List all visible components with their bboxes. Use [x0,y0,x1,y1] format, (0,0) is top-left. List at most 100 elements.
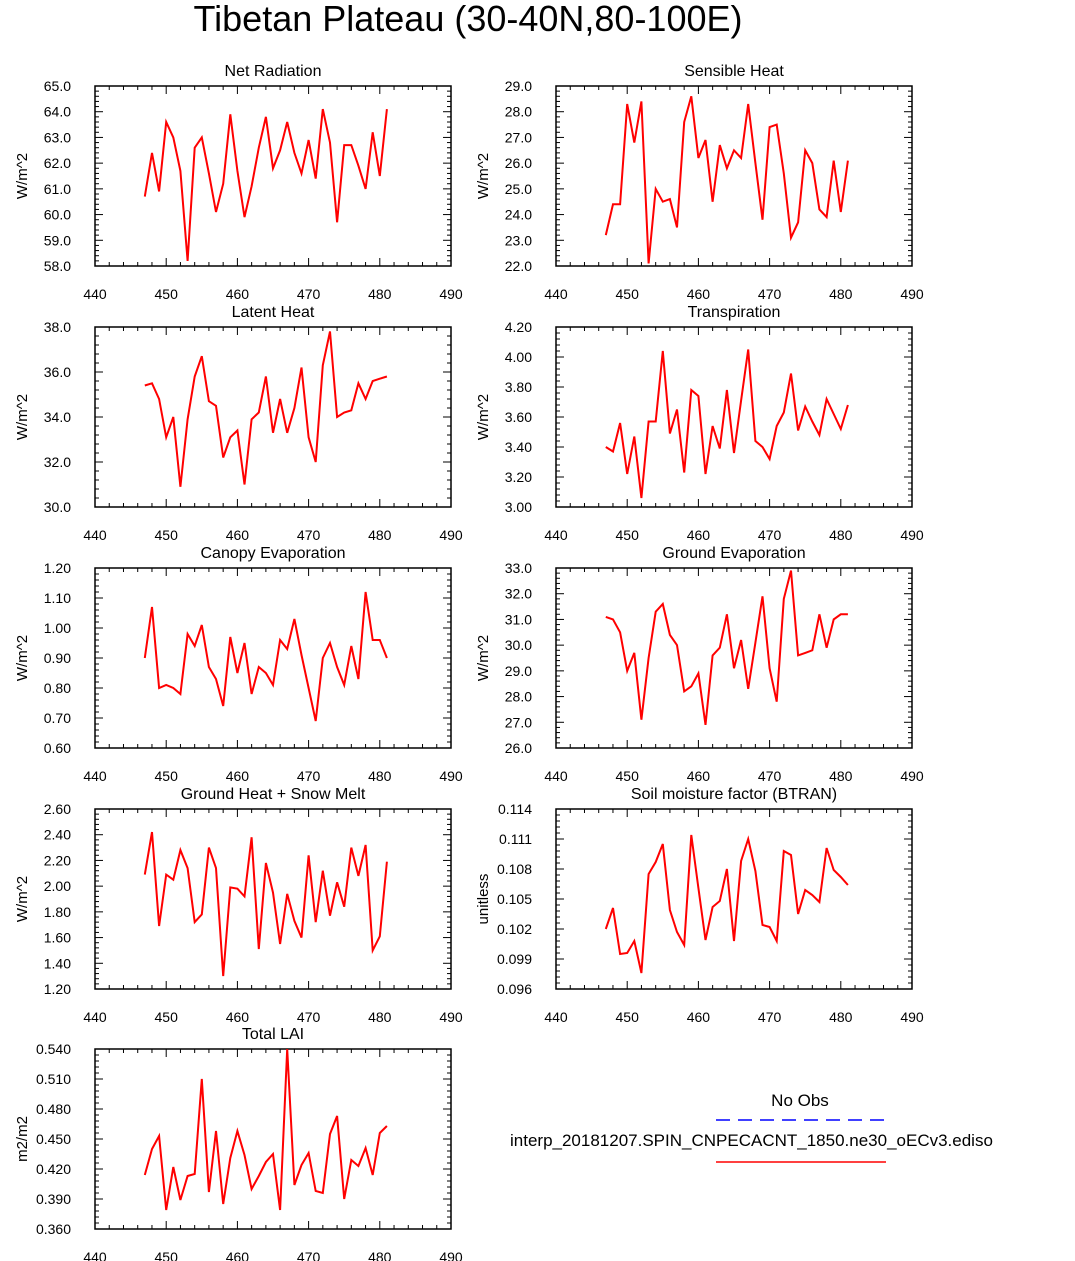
x-tick-label: 470 [297,768,321,784]
panel-1: Sensible Heat W/m^2 440 450 460 470 480 490 22.0… [475,63,924,302]
y-tick-label: 3.40 [505,439,532,455]
y-tick-label: 60.0 [44,207,71,223]
series-line [604,834,849,974]
x-tick-label: 480 [368,768,392,784]
y-tick-label: 59.0 [44,232,71,248]
panel-5: Ground Evaporation W/m^2 440 450 460 470 480 49… [475,545,924,784]
y-tick-label: 25.0 [505,181,532,197]
x-tick-label: 460 [226,286,250,302]
y-tick-label: 1.80 [44,904,71,920]
x-tick-label: 480 [368,1009,392,1025]
series-line [605,349,849,499]
y-tick-label: 30.0 [44,499,71,515]
y-tick-label: 0.099 [497,951,532,967]
x-tick-label: 480 [829,527,853,543]
x-tick-label: 470 [297,1009,321,1025]
x-tick-label: 460 [226,527,250,543]
x-tick-label: 480 [829,286,853,302]
legend-label-model: interp_20181207.SPIN_CNPECACNT_1850.ne30… [510,1131,993,1150]
y-tick-label: 0.420 [36,1161,71,1177]
y-axis-label: W/m^2 [14,394,31,440]
y-tick-label: 0.105 [497,891,532,907]
panel-title: Soil moisture factor (BTRAN) [631,786,837,803]
y-tick-label: 58.0 [44,258,71,274]
y-tick-label: 0.390 [36,1191,71,1207]
y-tick-label: 0.108 [497,861,532,877]
y-tick-label: 1.20 [44,981,71,997]
y-axis-label: W/m^2 [475,394,492,440]
y-tick-label: 0.360 [36,1221,71,1237]
x-tick-label: 450 [616,527,640,543]
plot-frame [555,326,913,508]
y-tick-label: 29.0 [505,663,532,679]
y-tick-label: 27.0 [505,714,532,730]
y-tick-label: 0.90 [44,650,71,666]
panel-title: Transpiration [688,304,781,321]
x-tick-label: 450 [616,768,640,784]
y-tick-label: 4.00 [505,349,532,365]
y-tick-label: 61.0 [44,181,71,197]
x-tick-label: 470 [297,286,321,302]
x-tick-label: 480 [829,768,853,784]
x-tick-label: 460 [687,286,711,302]
y-tick-label: 3.20 [505,469,532,485]
panel-4: Canopy Evaporation W/m^2 440 450 460 470 480 49… [14,545,463,784]
y-tick-label: 3.80 [505,379,532,395]
y-tick-label: 3.00 [505,499,532,515]
x-tick-label: 440 [544,1009,568,1025]
y-axis-label: W/m^2 [14,635,31,681]
y-tick-label: 32.0 [505,586,532,602]
x-tick-label: 480 [368,286,392,302]
x-tick-label: 490 [900,768,924,784]
x-tick-label: 460 [687,527,711,543]
panel-6: Ground Heat + Snow Melt W/m^2 440 450 460 470… [14,786,463,1025]
x-tick-label: 490 [439,1009,463,1025]
plot-frame [555,808,913,990]
series-line [143,1048,388,1211]
x-tick-label: 460 [226,1009,250,1025]
y-tick-label: 28.0 [505,689,532,705]
y-tick-label: 1.20 [44,560,71,576]
y-tick-label: 34.0 [44,409,71,425]
legend-label-obs: No Obs [771,1091,829,1110]
y-tick-label: 0.80 [44,680,71,696]
y-tick-label: 63.0 [44,129,71,145]
y-tick-label: 0.096 [497,981,532,997]
panel-3: Transpiration W/m^2 440 450 460 470 480 490 3.00… [475,304,924,543]
series-line [143,831,388,977]
panel-title: Latent Heat [232,304,315,321]
y-tick-label: 64.0 [44,104,71,120]
y-tick-label: 26.0 [505,155,532,171]
y-tick-label: 22.0 [505,258,532,274]
x-tick-label: 490 [900,286,924,302]
y-tick-label: 62.0 [44,155,71,171]
legend: No Obs interp_20181207.SPIN_CNPECACNT_18… [510,1091,993,1163]
y-tick-label: 2.40 [44,827,71,843]
panel-7: Soil moisture factor (BTRAN) unitless 440 4… [475,786,924,1025]
y-axis-label: unitless [475,874,492,925]
y-axis-label: W/m^2 [14,876,31,922]
figure-title: Tibetan Plateau (30-40N,80-100E) [194,0,743,39]
y-tick-label: 23.0 [505,232,532,248]
y-tick-label: 2.60 [44,801,71,817]
x-tick-label: 480 [368,527,392,543]
x-tick-label: 450 [155,1249,179,1261]
panel-8: Total LAI m2/m2 440 450 460 470 480 490 0.360 0.3… [14,1026,463,1261]
x-tick-label: 440 [544,768,568,784]
panel-0: Net Radiation W/m^2 440 450 460 470 480 490 58.0… [14,63,463,302]
x-tick-label: 450 [616,286,640,302]
x-tick-label: 470 [758,286,782,302]
plot-frame [94,567,452,749]
y-tick-label: 0.450 [36,1131,71,1147]
x-tick-label: 470 [297,1249,321,1261]
y-tick-label: 38.0 [44,319,71,335]
x-tick-label: 490 [439,527,463,543]
x-tick-label: 440 [83,1249,107,1261]
y-tick-label: 65.0 [44,78,71,94]
x-tick-label: 450 [155,286,179,302]
series-line [605,570,848,726]
x-tick-label: 460 [226,1249,250,1261]
x-tick-label: 490 [439,286,463,302]
x-tick-label: 490 [900,1009,924,1025]
plot-frame [94,808,452,990]
